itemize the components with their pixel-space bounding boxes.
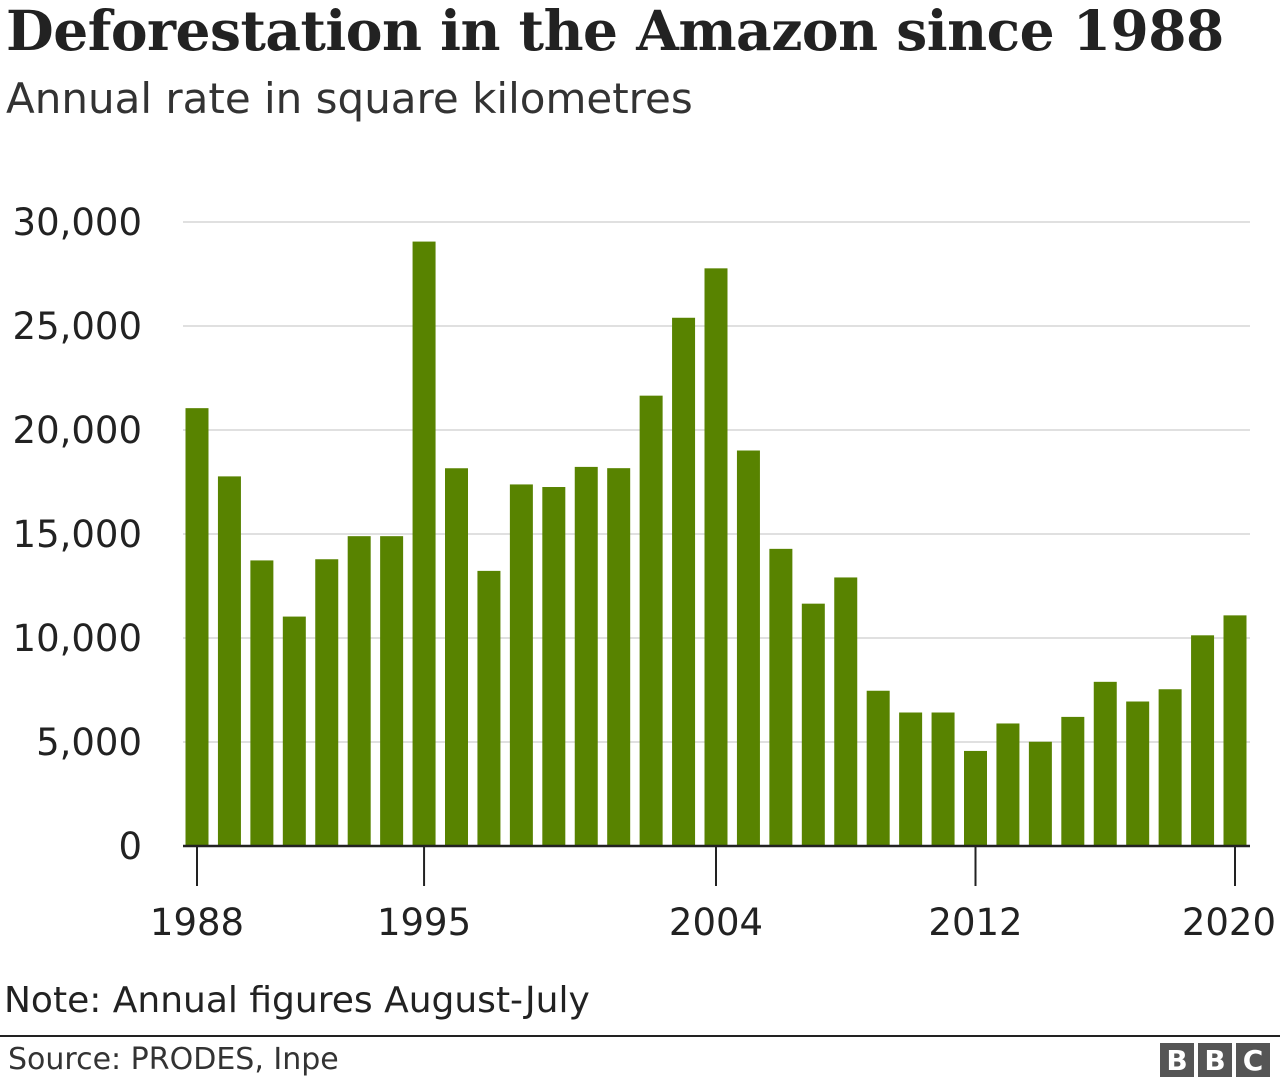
y-tick-label: 15,000 — [13, 513, 142, 556]
bar-2020 — [1223, 615, 1247, 846]
bar-1990 — [250, 560, 274, 846]
bar-2017 — [1126, 701, 1150, 846]
y-tick-label: 10,000 — [13, 617, 142, 660]
x-tick-label: 2012 — [928, 901, 1022, 944]
bar-1994 — [380, 536, 404, 846]
bar-2013 — [996, 723, 1020, 846]
y-tick-label: 5,000 — [36, 721, 142, 764]
bar-2000 — [574, 466, 598, 846]
y-tick-label: 25,000 — [13, 305, 142, 348]
bar-1989 — [217, 476, 241, 846]
y-tick-label: 20,000 — [13, 409, 142, 452]
bar-1991 — [282, 616, 306, 846]
bar-1993 — [347, 536, 371, 846]
bar-1997 — [477, 570, 501, 846]
bar-1999 — [542, 487, 566, 846]
chart-note: Note: Annual figures August-July — [4, 980, 590, 1021]
bar-1998 — [509, 484, 533, 846]
bar-2011 — [931, 712, 955, 846]
bar-2012 — [964, 750, 987, 846]
bar-2001 — [607, 468, 631, 846]
bar-2019 — [1191, 635, 1215, 846]
bar-1988 — [185, 408, 209, 846]
x-tick-label: 2020 — [1182, 901, 1276, 944]
y-tick-label: 0 — [118, 825, 142, 868]
bar-1992 — [315, 559, 339, 846]
bar-2008 — [834, 577, 858, 846]
divider — [0, 1035, 1280, 1037]
y-tick-label: 30,000 — [13, 201, 142, 244]
bar-2016 — [1093, 681, 1117, 846]
bar-2014 — [1028, 741, 1052, 846]
x-tick-label: 1988 — [150, 901, 244, 944]
chart-title: Deforestation in the Amazon since 1988 — [6, 0, 1224, 63]
bar-2003 — [672, 317, 696, 847]
chart-source: Source: PRODES, Inpe — [8, 1042, 339, 1077]
bar-2005 — [736, 450, 760, 846]
bar-2018 — [1158, 689, 1182, 846]
chart-subtitle: Annual rate in square kilometres — [6, 74, 693, 123]
bar-chart: 0 5,000 10,000 15,000 20,000 25,000 30,000 1988… — [13, 201, 1276, 944]
bar-2002 — [639, 395, 663, 846]
bar-2009 — [866, 690, 890, 846]
bar-1996 — [445, 468, 468, 846]
x-tick-label: 1995 — [377, 901, 471, 944]
bar-1995 — [412, 241, 436, 846]
bar-2010 — [899, 712, 923, 846]
bar-2004 — [704, 268, 728, 846]
bar-2006 — [769, 548, 793, 846]
bar-2007 — [801, 603, 825, 846]
bar-2015 — [1061, 716, 1085, 846]
x-tick-label: 2004 — [669, 901, 763, 944]
